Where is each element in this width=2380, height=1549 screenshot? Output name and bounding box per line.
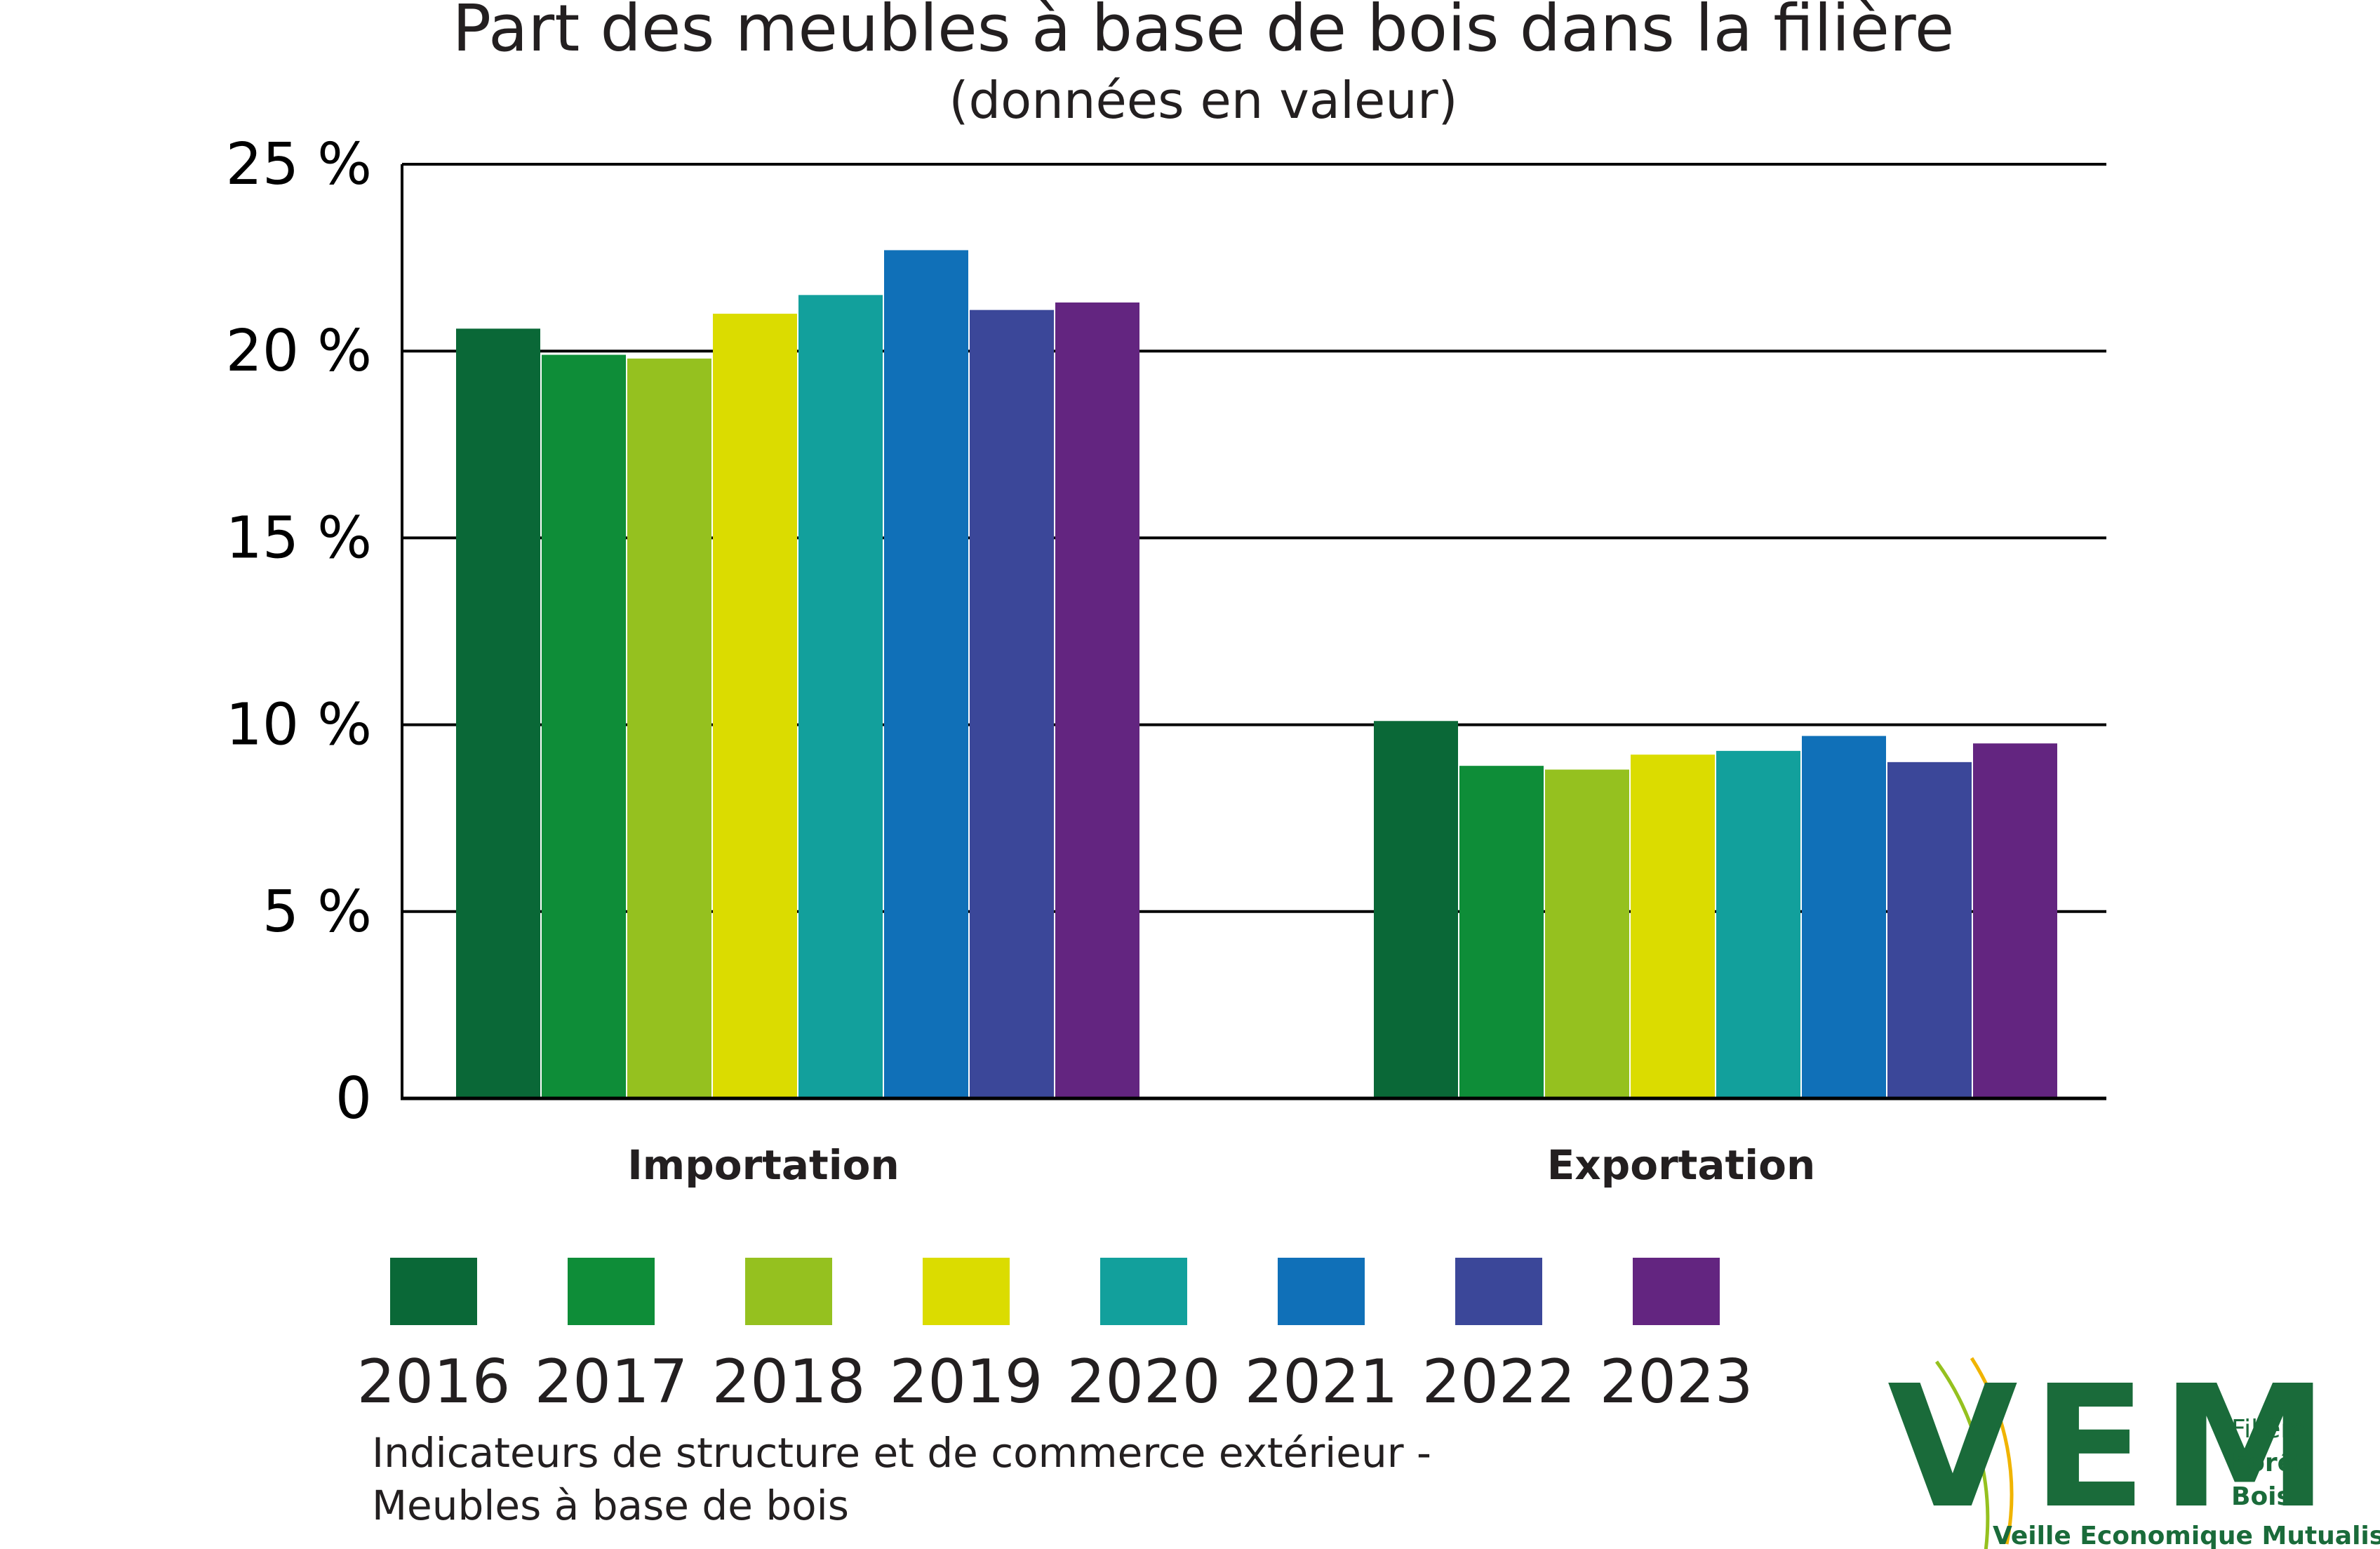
legend-swatch-2022 bbox=[1455, 1258, 1542, 1325]
vem-logo: VEM Filière Forêt Bois Veille Economique… bbox=[1887, 1349, 2380, 1549]
legend-label-2016: 2016 bbox=[357, 1347, 511, 1417]
bar-importation-2021 bbox=[884, 250, 968, 1098]
bar-importation-2022 bbox=[970, 310, 1054, 1098]
logo-line-2: Forêt bbox=[2231, 1449, 2306, 1477]
bar-exportation-2017 bbox=[1459, 766, 1544, 1098]
bar-importation-2019 bbox=[713, 313, 797, 1099]
bar-importation-2017 bbox=[542, 354, 626, 1099]
logo-arc-yellow bbox=[1970, 1357, 2014, 1545]
legend-label-2018: 2018 bbox=[712, 1347, 866, 1417]
category-labels: Importation Exportation bbox=[627, 1141, 1815, 1189]
legend-label-2020: 2020 bbox=[1067, 1347, 1221, 1417]
bar-exportation-2016 bbox=[1374, 721, 1458, 1098]
bars bbox=[456, 250, 2057, 1099]
legend-swatch-2018 bbox=[745, 1258, 832, 1325]
legend-swatch-2019 bbox=[923, 1258, 1010, 1325]
bar-importation-2016 bbox=[456, 328, 540, 1099]
y-tick-label: 5 % bbox=[262, 879, 372, 945]
bar-importation-2023 bbox=[1055, 302, 1139, 1098]
bar-importation-2018 bbox=[627, 358, 711, 1098]
legend-label-2019: 2019 bbox=[890, 1347, 1043, 1417]
bar-exportation-2020 bbox=[1716, 750, 1800, 1098]
y-tick-label: 20 % bbox=[226, 318, 372, 385]
logo-line-3: Bois bbox=[2231, 1482, 2292, 1511]
logo-tagline: Veille Economique Mutualisée bbox=[1993, 1522, 2380, 1549]
legend: 2016 2017 2018 2019 2020 2021 2022 2023 bbox=[357, 1258, 1753, 1417]
category-label: Exportation bbox=[1547, 1141, 1816, 1189]
chart-subtitle: (données en valeur) bbox=[949, 71, 1457, 130]
legend-swatch-2016 bbox=[390, 1258, 477, 1325]
legend-swatch-2017 bbox=[568, 1258, 655, 1325]
y-tick-label: 25 % bbox=[226, 131, 372, 198]
bar-exportation-2021 bbox=[1802, 736, 1886, 1098]
logo-arc-green bbox=[1934, 1360, 1990, 1549]
y-tick-label: 10 % bbox=[226, 692, 372, 759]
chart-title: Part des meubles à base de bois dans la … bbox=[453, 0, 1955, 66]
legend-swatch-2023 bbox=[1633, 1258, 1720, 1325]
bar-exportation-2023 bbox=[1973, 743, 2057, 1098]
legend-label-2021: 2021 bbox=[1245, 1347, 1398, 1417]
y-tick-label: 0 bbox=[335, 1065, 372, 1132]
source-line-2: Meubles à base de bois bbox=[372, 1482, 849, 1529]
y-tick-label: 15 % bbox=[226, 505, 372, 571]
source-line-1: Indicateurs de structure et de commerce … bbox=[372, 1429, 1431, 1477]
y-axis-ticks: 0 5 % 10 % 15 % 20 % 25 % bbox=[226, 131, 372, 1132]
legend-label-2023: 2023 bbox=[1600, 1347, 1753, 1417]
category-label: Importation bbox=[627, 1141, 900, 1189]
bar-importation-2020 bbox=[798, 295, 883, 1099]
logo-letters: VEM bbox=[1887, 1349, 2343, 1545]
legend-swatch-2021 bbox=[1278, 1258, 1365, 1325]
bar-exportation-2018 bbox=[1545, 769, 1629, 1098]
bar-exportation-2022 bbox=[1887, 762, 1972, 1098]
legend-label-2022: 2022 bbox=[1422, 1347, 1576, 1417]
legend-label-2017: 2017 bbox=[535, 1347, 688, 1417]
legend-swatch-2020 bbox=[1100, 1258, 1187, 1325]
bar-exportation-2019 bbox=[1631, 754, 1715, 1098]
logo-line-1: Filière bbox=[2231, 1415, 2306, 1444]
